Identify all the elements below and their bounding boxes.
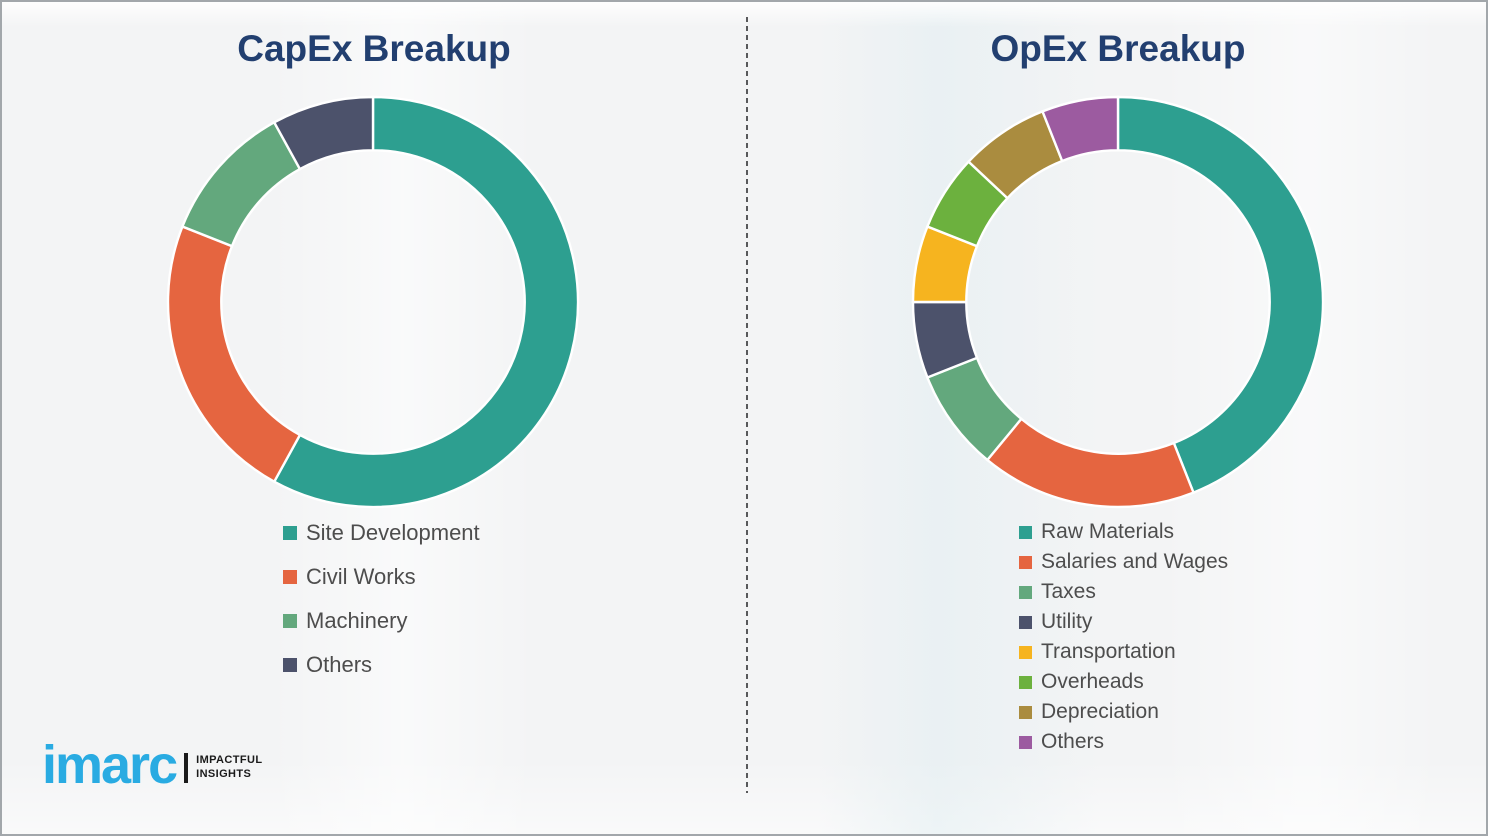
imarc-logo: imarc IMPACTFUL INSIGHTS [42,738,262,792]
opex-panel: OpEx Breakup Raw Materials Salaries and W… [746,2,1486,834]
legend-swatch-icon [1019,525,1032,539]
donut-segment-others [1040,95,1120,163]
legend-item: Site Development [283,511,480,555]
legend-label: Civil Works [306,564,416,589]
capex-donut-chart [166,95,580,509]
legend-label: Site Development [306,520,480,545]
imarc-logo-text: imarc [42,735,178,795]
legend-item: Overheads [1019,667,1228,697]
legend-label: Overheads [1041,670,1144,693]
capex-title: CapEx Breakup [237,28,511,69]
legend-label: Others [306,652,373,677]
donut-segment-others [272,95,375,171]
donut-segment-civil-works [166,224,302,484]
donut-segment-salaries-and-wages [985,417,1196,509]
imarc-tagline-line1: IMPACTFUL [196,754,263,767]
legend-item: Others [1019,727,1228,757]
legend-label: Taxes [1041,580,1096,603]
imarc-logo-tagline: IMPACTFUL INSIGHTS [196,754,262,782]
legend-label: Salaries and Wages [1041,550,1229,573]
donut-segment-raw-materials [1116,95,1325,495]
legend-swatch-icon [1019,735,1032,749]
legend-swatch-icon [1019,705,1032,719]
legend-item: Salaries and Wages [1019,547,1228,577]
donut-segment-machinery [180,120,302,248]
legend-item: Depreciation [1019,697,1228,727]
legend-label: Depreciation [1041,700,1159,723]
capex-panel: CapEx Breakup Site Development Civil Work… [2,2,746,834]
legend-swatch-icon [1019,555,1032,569]
legend-swatch-icon [283,570,297,584]
opex-donut-chart [911,95,1325,509]
legend-item: Taxes [1019,577,1228,607]
legend-item: Transportation [1019,637,1228,667]
legend-swatch-icon [283,658,297,672]
legend-swatch-icon [1019,675,1032,689]
legend-label: Machinery [306,608,408,633]
opex-legend: Raw Materials Salaries and Wages Taxes Util… [1019,517,1228,757]
legend-label: Others [1041,730,1105,753]
legend-label: Utility [1041,610,1093,633]
legend-label: Transportation [1041,640,1176,663]
imarc-tagline-line2: INSIGHTS [196,768,252,780]
opex-title: OpEx Breakup [990,28,1246,69]
legend-item: Machinery [283,599,480,643]
capex-legend: Site Development Civil Works Machinery Othe… [283,511,480,687]
legend-item: Utility [1019,607,1228,637]
legend-swatch-icon [283,614,297,628]
imarc-logo-divider [184,753,189,783]
legend-swatch-icon [1019,645,1032,659]
legend-item: Civil Works [283,555,480,599]
legend-item: Raw Materials [1019,517,1228,547]
donut-segment-site-development [272,95,580,509]
legend-swatch-icon [1019,585,1032,599]
divider-dashed-line [746,17,748,793]
legend-swatch-icon [283,526,297,540]
legend-swatch-icon [1019,615,1032,629]
legend-label: Raw Materials [1041,520,1175,543]
legend-item: Others [283,643,480,687]
